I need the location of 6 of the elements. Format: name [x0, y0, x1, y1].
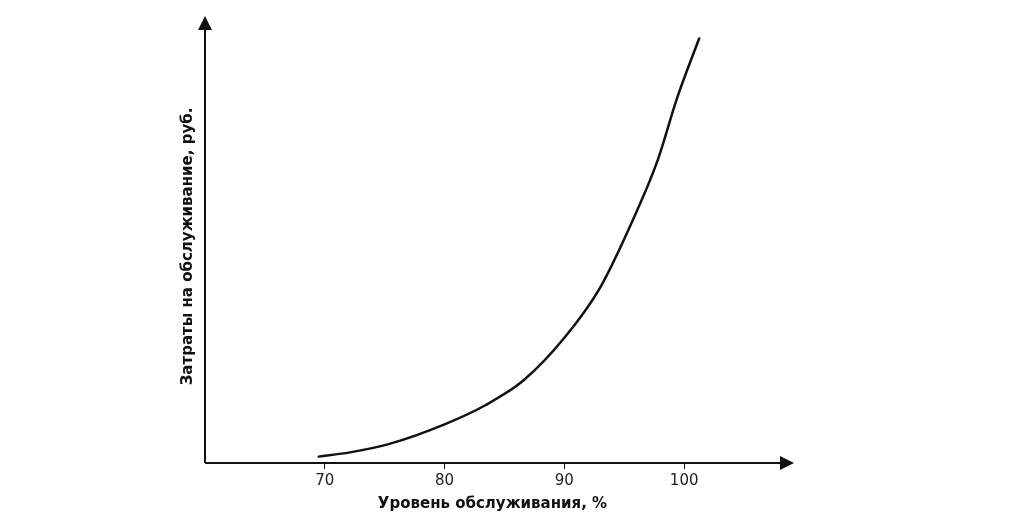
x-tick-label: 100 [669, 470, 699, 489]
x-tick-label: 90 [554, 470, 574, 489]
y-axis-title: Затраты на обслуживание, руб. [177, 107, 196, 386]
x-tick-label: 70 [315, 470, 335, 489]
x-tick-label: 80 [435, 470, 455, 489]
x-axis-title: Уровень обслуживания, % [377, 493, 608, 512]
